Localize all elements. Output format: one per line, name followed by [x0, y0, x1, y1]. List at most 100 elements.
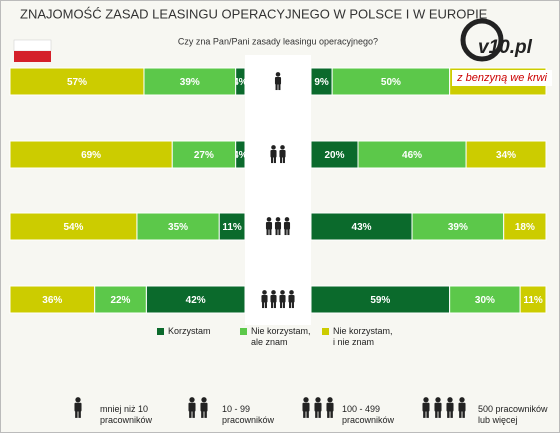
- value-label: 57%: [67, 77, 87, 88]
- key-icon: [302, 397, 310, 418]
- people-icon: [270, 290, 277, 309]
- head: [289, 290, 294, 295]
- head: [327, 397, 333, 403]
- value-label: 46%: [402, 150, 422, 161]
- leg: [318, 410, 321, 418]
- leg: [282, 301, 285, 309]
- head: [189, 397, 195, 403]
- body: [279, 149, 286, 158]
- key-icon: [434, 397, 442, 418]
- body: [288, 294, 295, 303]
- leg: [269, 228, 272, 236]
- bar-segment: [310, 285, 451, 314]
- legend-label: Nie korzystam, ale znam: [251, 326, 311, 347]
- body: [326, 402, 334, 412]
- value-label: 59%: [370, 295, 390, 306]
- value-label: 69%: [81, 150, 101, 161]
- people-icon: [265, 217, 273, 236]
- people-icon: [279, 145, 286, 164]
- body: [314, 402, 322, 412]
- bar-segment: [411, 212, 505, 241]
- head: [447, 397, 453, 403]
- value-label: 30%: [475, 295, 495, 306]
- category-label: 500 pracowników lub więcej: [478, 404, 548, 425]
- head: [459, 397, 465, 403]
- body: [200, 402, 208, 412]
- head: [303, 397, 309, 403]
- value-label: 50%: [381, 77, 401, 88]
- leg: [459, 410, 462, 418]
- key-icon: [458, 397, 466, 418]
- leg: [280, 156, 283, 164]
- value-label: 4%: [233, 150, 248, 161]
- subtitle: Czy zna Pan/Pani zasady leasingu operacy…: [178, 36, 378, 46]
- leg: [291, 301, 294, 309]
- leg: [315, 410, 318, 418]
- leg: [462, 410, 465, 418]
- bar-segment: [143, 67, 237, 96]
- value-label: 9%: [314, 77, 329, 88]
- leg: [271, 301, 274, 309]
- value-label: 39%: [180, 77, 200, 88]
- value-label: 11%: [222, 222, 242, 233]
- head: [275, 217, 281, 222]
- bar-segment: [94, 285, 147, 314]
- leg: [447, 410, 450, 418]
- leg: [271, 156, 274, 164]
- bar-segment: [465, 140, 547, 169]
- value-label: 34%: [496, 150, 516, 161]
- leg: [435, 410, 438, 418]
- body: [265, 221, 273, 230]
- key-icon: [74, 397, 82, 418]
- leg: [264, 301, 267, 309]
- leg: [289, 301, 292, 309]
- legend-label: Korzystam: [168, 326, 211, 336]
- legend-swatch: [322, 328, 329, 335]
- people-icon: [283, 217, 291, 236]
- leg: [75, 410, 78, 418]
- head: [280, 290, 285, 295]
- bar-segment: [9, 212, 138, 241]
- leg: [262, 301, 265, 309]
- value-label: 22%: [110, 295, 130, 306]
- key-icon: [326, 397, 334, 418]
- head: [271, 290, 276, 295]
- head: [201, 397, 207, 403]
- leg: [303, 410, 306, 418]
- bar-segment: [310, 212, 413, 241]
- leg: [423, 410, 426, 418]
- body: [188, 402, 196, 412]
- category-label: 100 - 499 pracowników: [342, 404, 395, 425]
- value-label: 54%: [63, 222, 83, 233]
- leg: [192, 410, 195, 418]
- head: [275, 72, 281, 77]
- head: [284, 217, 290, 222]
- category-label: 10 - 99 pracowników: [222, 404, 275, 425]
- key-icon: [422, 397, 430, 418]
- leg: [266, 228, 269, 236]
- bar-segment: [503, 212, 547, 241]
- leg: [450, 410, 453, 418]
- key-icon: [188, 397, 196, 418]
- body: [302, 402, 310, 412]
- body: [274, 221, 282, 230]
- leg: [201, 410, 204, 418]
- people-icon: [274, 217, 282, 236]
- people-icon: [274, 72, 282, 91]
- body: [270, 294, 277, 303]
- body: [74, 402, 82, 412]
- legend-label: Nie korzystam, i nie znam: [333, 326, 393, 347]
- people-icon: [279, 290, 286, 309]
- title: ZNAJOMOŚĆ ZASAD LEASINGU OPERACYJNEGO W …: [20, 6, 488, 21]
- bar-segment: [519, 285, 547, 314]
- key-icon: [200, 397, 208, 418]
- value-label: 4%: [233, 77, 248, 88]
- leg: [306, 410, 309, 418]
- logo-tagline: z benzyną we krwi: [456, 72, 547, 84]
- bar-segment: [9, 285, 96, 314]
- legend-swatch: [240, 328, 247, 335]
- leg: [438, 410, 441, 418]
- leg: [330, 410, 333, 418]
